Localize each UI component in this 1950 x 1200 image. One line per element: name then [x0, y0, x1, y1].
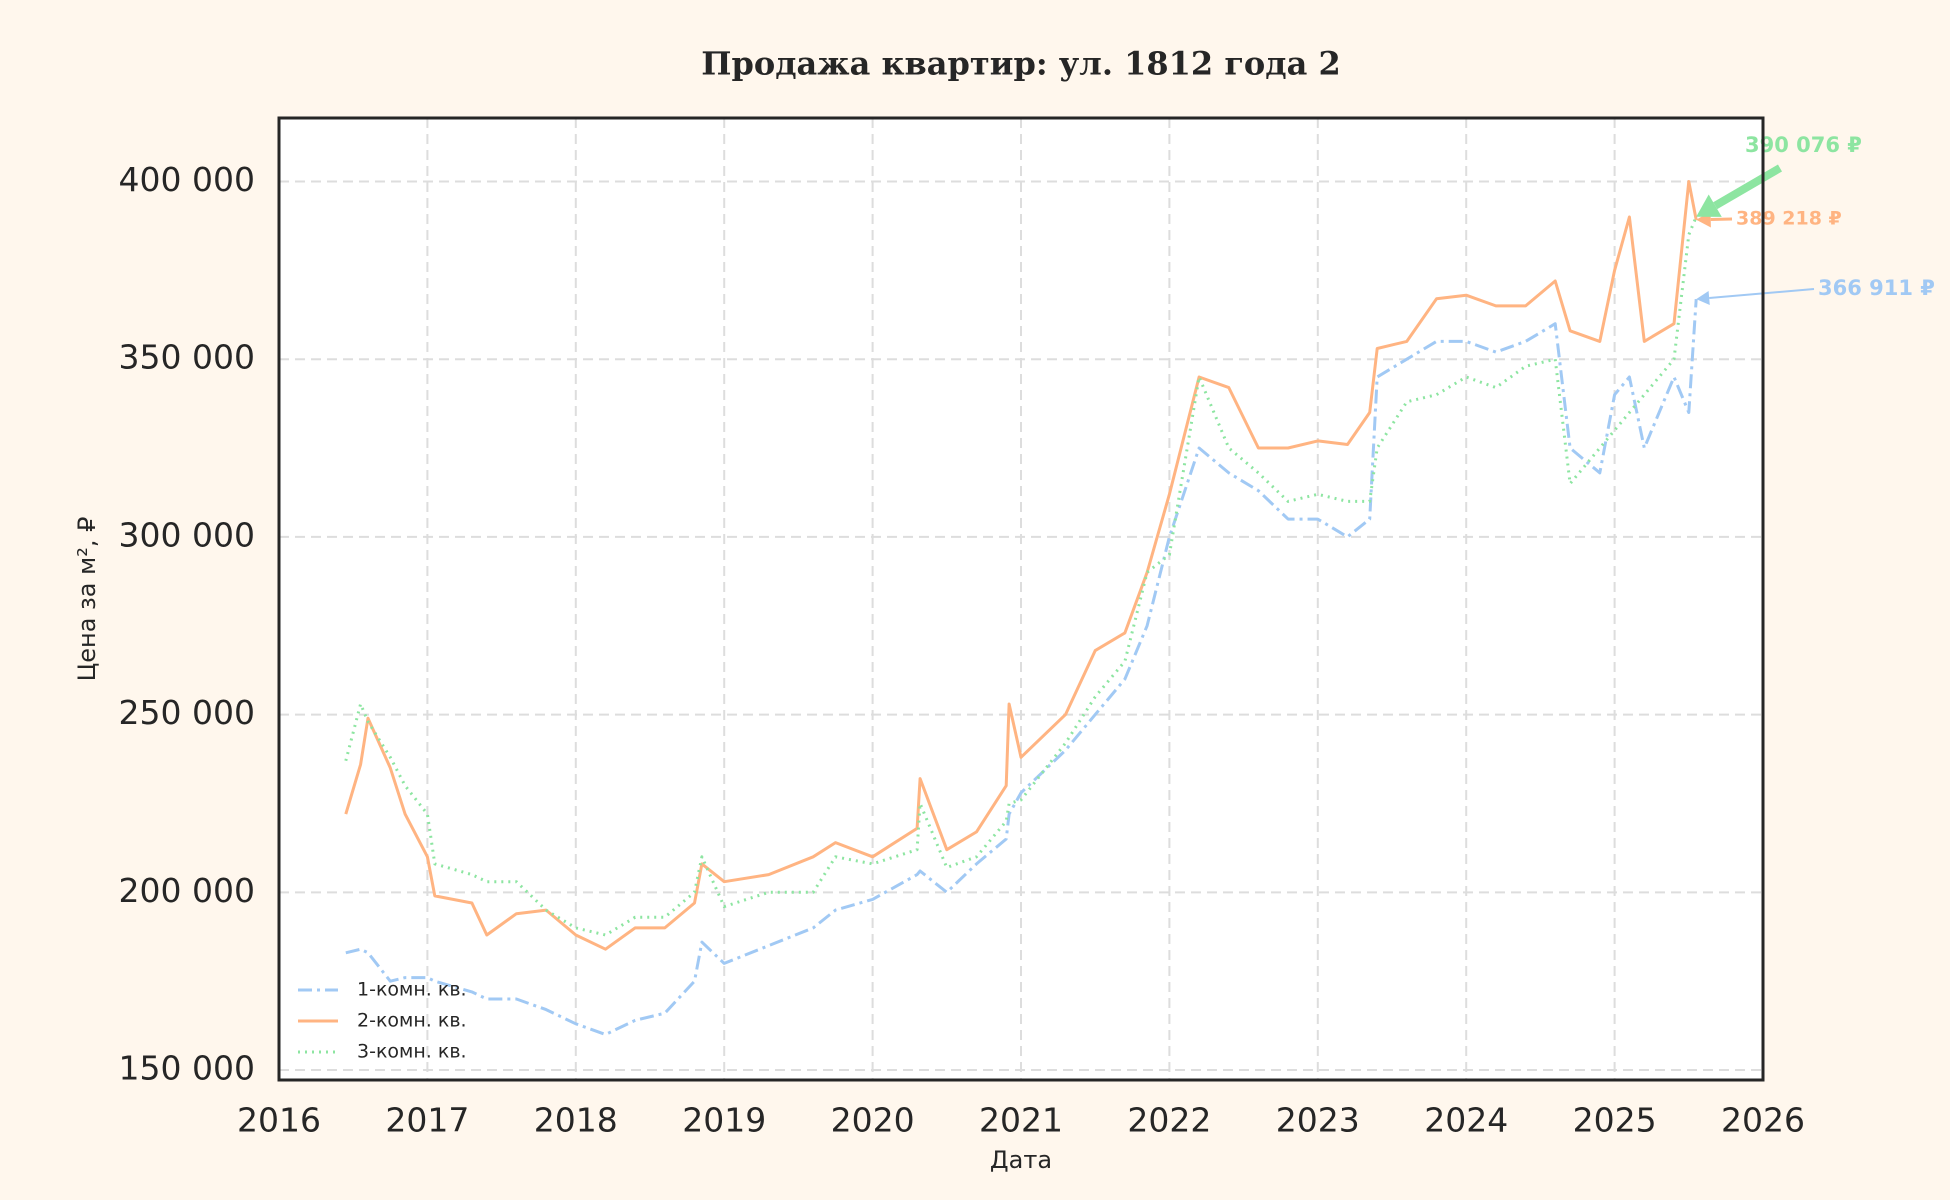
x-tick-label: 2017 [385, 1101, 469, 1140]
series-line [345, 299, 1698, 1036]
x-tick-label: 2021 [979, 1101, 1063, 1140]
x-tick-label: 2018 [534, 1101, 618, 1140]
legend-label: 3-комн. кв. [357, 1041, 467, 1063]
annotation-arrow [1713, 164, 1783, 210]
x-tick-label: 2025 [1573, 1101, 1657, 1140]
legend-label: 1-комн. кв. [357, 979, 467, 1001]
x-tick-label: 2022 [1127, 1101, 1211, 1140]
y-tick-label: 150 000 [119, 1049, 255, 1088]
annotation-label: 389 218 ₽ [1736, 208, 1842, 230]
x-tick-label: 2016 [237, 1101, 321, 1140]
y-tick-label: 350 000 [119, 338, 255, 377]
legend-label: 2-комн. кв. [357, 1010, 467, 1032]
arrow-head [1696, 291, 1710, 305]
annotation-label: 366 911 ₽ [1818, 276, 1935, 300]
plot-frame [277, 116, 1765, 1082]
y-tick-label: 250 000 [119, 693, 255, 732]
y-tick-label: 200 000 [119, 871, 255, 910]
y-axis-label: Цена за м², ₽ [73, 517, 101, 682]
x-tick-label: 2019 [682, 1101, 766, 1140]
x-tick-label: 2020 [831, 1101, 915, 1140]
y-tick-label: 300 000 [119, 515, 255, 554]
y-tick-label: 400 000 [119, 160, 255, 199]
arrow-head [1696, 194, 1722, 217]
series-line [344, 216, 1698, 937]
series-line [344, 180, 1698, 951]
x-tick-label: 2023 [1276, 1101, 1360, 1140]
x-tick-label: 2024 [1424, 1101, 1508, 1140]
x-axis-label: Дата [990, 1146, 1052, 1174]
x-tick-label: 2026 [1721, 1101, 1805, 1140]
chart-title: Продажа квартир: ул. 1812 года 2 [701, 45, 1340, 83]
